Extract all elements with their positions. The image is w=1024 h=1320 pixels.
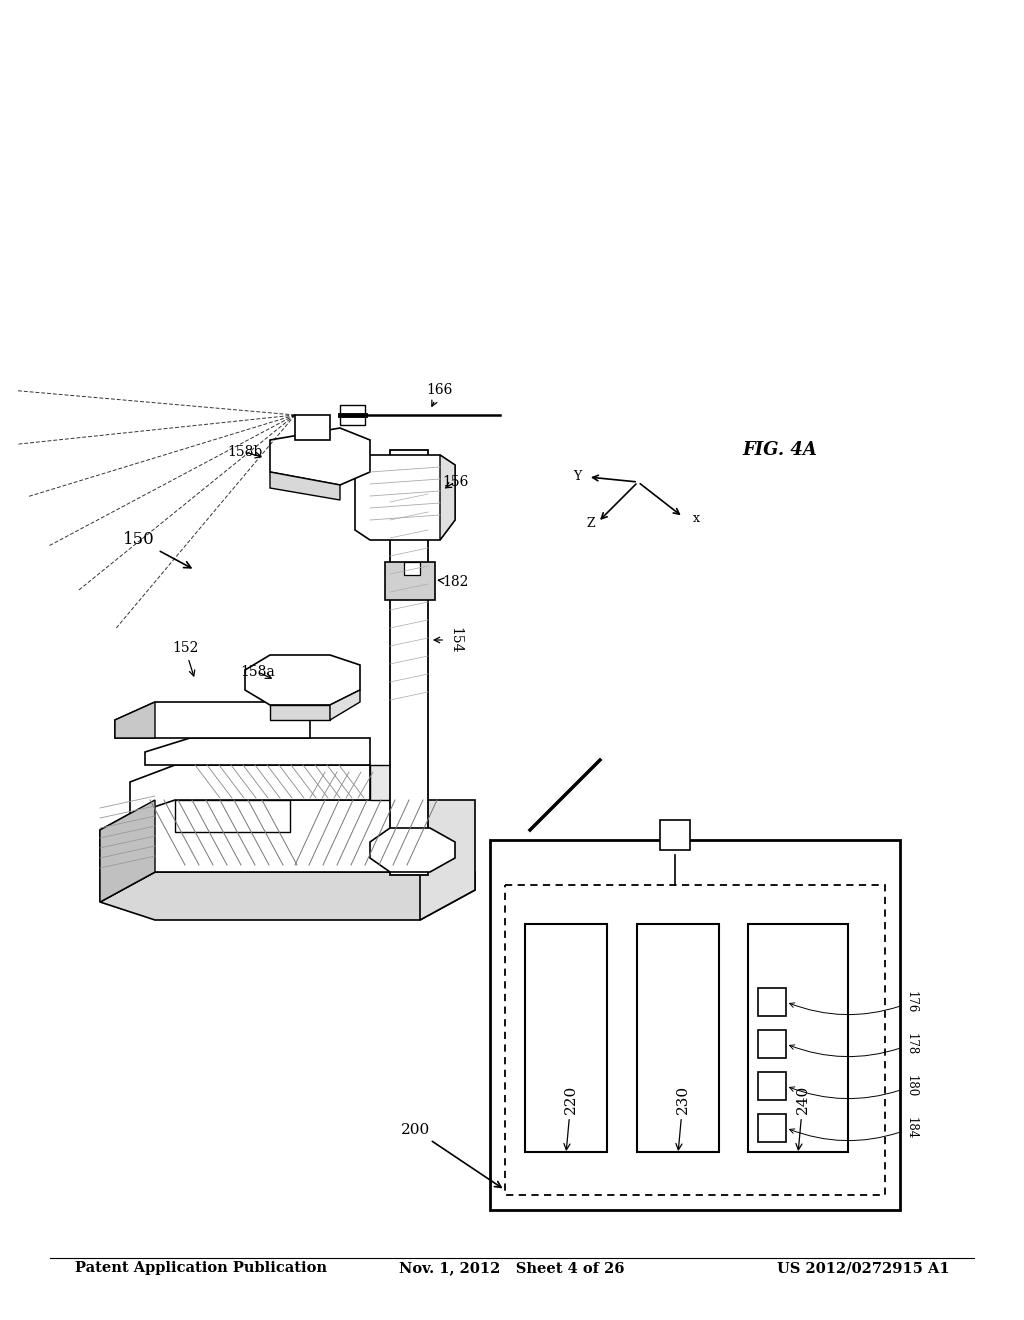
- Text: Nov. 1, 2012   Sheet 4 of 26: Nov. 1, 2012 Sheet 4 of 26: [399, 1261, 625, 1275]
- Text: 184: 184: [790, 1117, 918, 1140]
- Polygon shape: [385, 562, 435, 601]
- Bar: [748, 924, 848, 1152]
- Text: 166: 166: [427, 383, 454, 407]
- Text: FIG. 4A: FIG. 4A: [742, 441, 817, 459]
- Polygon shape: [420, 800, 475, 920]
- Bar: [505, 884, 885, 1195]
- Text: Z: Z: [586, 517, 595, 531]
- Text: 220: 220: [564, 1085, 578, 1150]
- Text: 200: 200: [400, 1123, 501, 1188]
- Text: 158b: 158b: [227, 445, 262, 459]
- Polygon shape: [145, 738, 370, 766]
- Polygon shape: [390, 450, 428, 875]
- Text: 182: 182: [438, 576, 468, 589]
- Text: Patent Application Publication: Patent Application Publication: [75, 1261, 327, 1275]
- Text: 176: 176: [790, 991, 918, 1015]
- Text: 178: 178: [790, 1032, 918, 1056]
- Text: 240: 240: [796, 1085, 810, 1150]
- Polygon shape: [175, 800, 290, 832]
- Bar: [758, 1030, 786, 1059]
- Polygon shape: [404, 562, 420, 576]
- Polygon shape: [295, 414, 330, 440]
- Text: 150: 150: [123, 532, 190, 568]
- Polygon shape: [100, 873, 475, 920]
- Polygon shape: [270, 473, 340, 500]
- Bar: [758, 1072, 786, 1100]
- Polygon shape: [245, 655, 360, 705]
- Text: 230: 230: [676, 1085, 690, 1150]
- Text: US 2012/0272915 A1: US 2012/0272915 A1: [777, 1261, 950, 1275]
- Bar: [660, 820, 690, 850]
- Text: 152: 152: [172, 642, 199, 676]
- Polygon shape: [355, 455, 455, 540]
- Polygon shape: [115, 702, 310, 738]
- Bar: [637, 924, 719, 1152]
- Polygon shape: [115, 702, 155, 738]
- Polygon shape: [370, 828, 455, 873]
- Bar: [525, 924, 607, 1152]
- Polygon shape: [370, 766, 420, 800]
- Text: Y: Y: [573, 470, 582, 483]
- Text: 158a: 158a: [241, 665, 275, 678]
- Text: x: x: [693, 512, 700, 525]
- Polygon shape: [440, 455, 455, 540]
- Polygon shape: [130, 766, 370, 814]
- Text: 156: 156: [441, 475, 468, 488]
- Polygon shape: [270, 705, 330, 719]
- Polygon shape: [340, 405, 365, 425]
- Bar: [758, 987, 786, 1016]
- Bar: [758, 1114, 786, 1142]
- Polygon shape: [330, 690, 360, 719]
- Text: 154: 154: [434, 627, 462, 653]
- Polygon shape: [100, 800, 420, 902]
- Text: 180: 180: [790, 1074, 918, 1098]
- Bar: [490, 840, 900, 1210]
- Polygon shape: [270, 428, 370, 484]
- Polygon shape: [100, 800, 155, 902]
